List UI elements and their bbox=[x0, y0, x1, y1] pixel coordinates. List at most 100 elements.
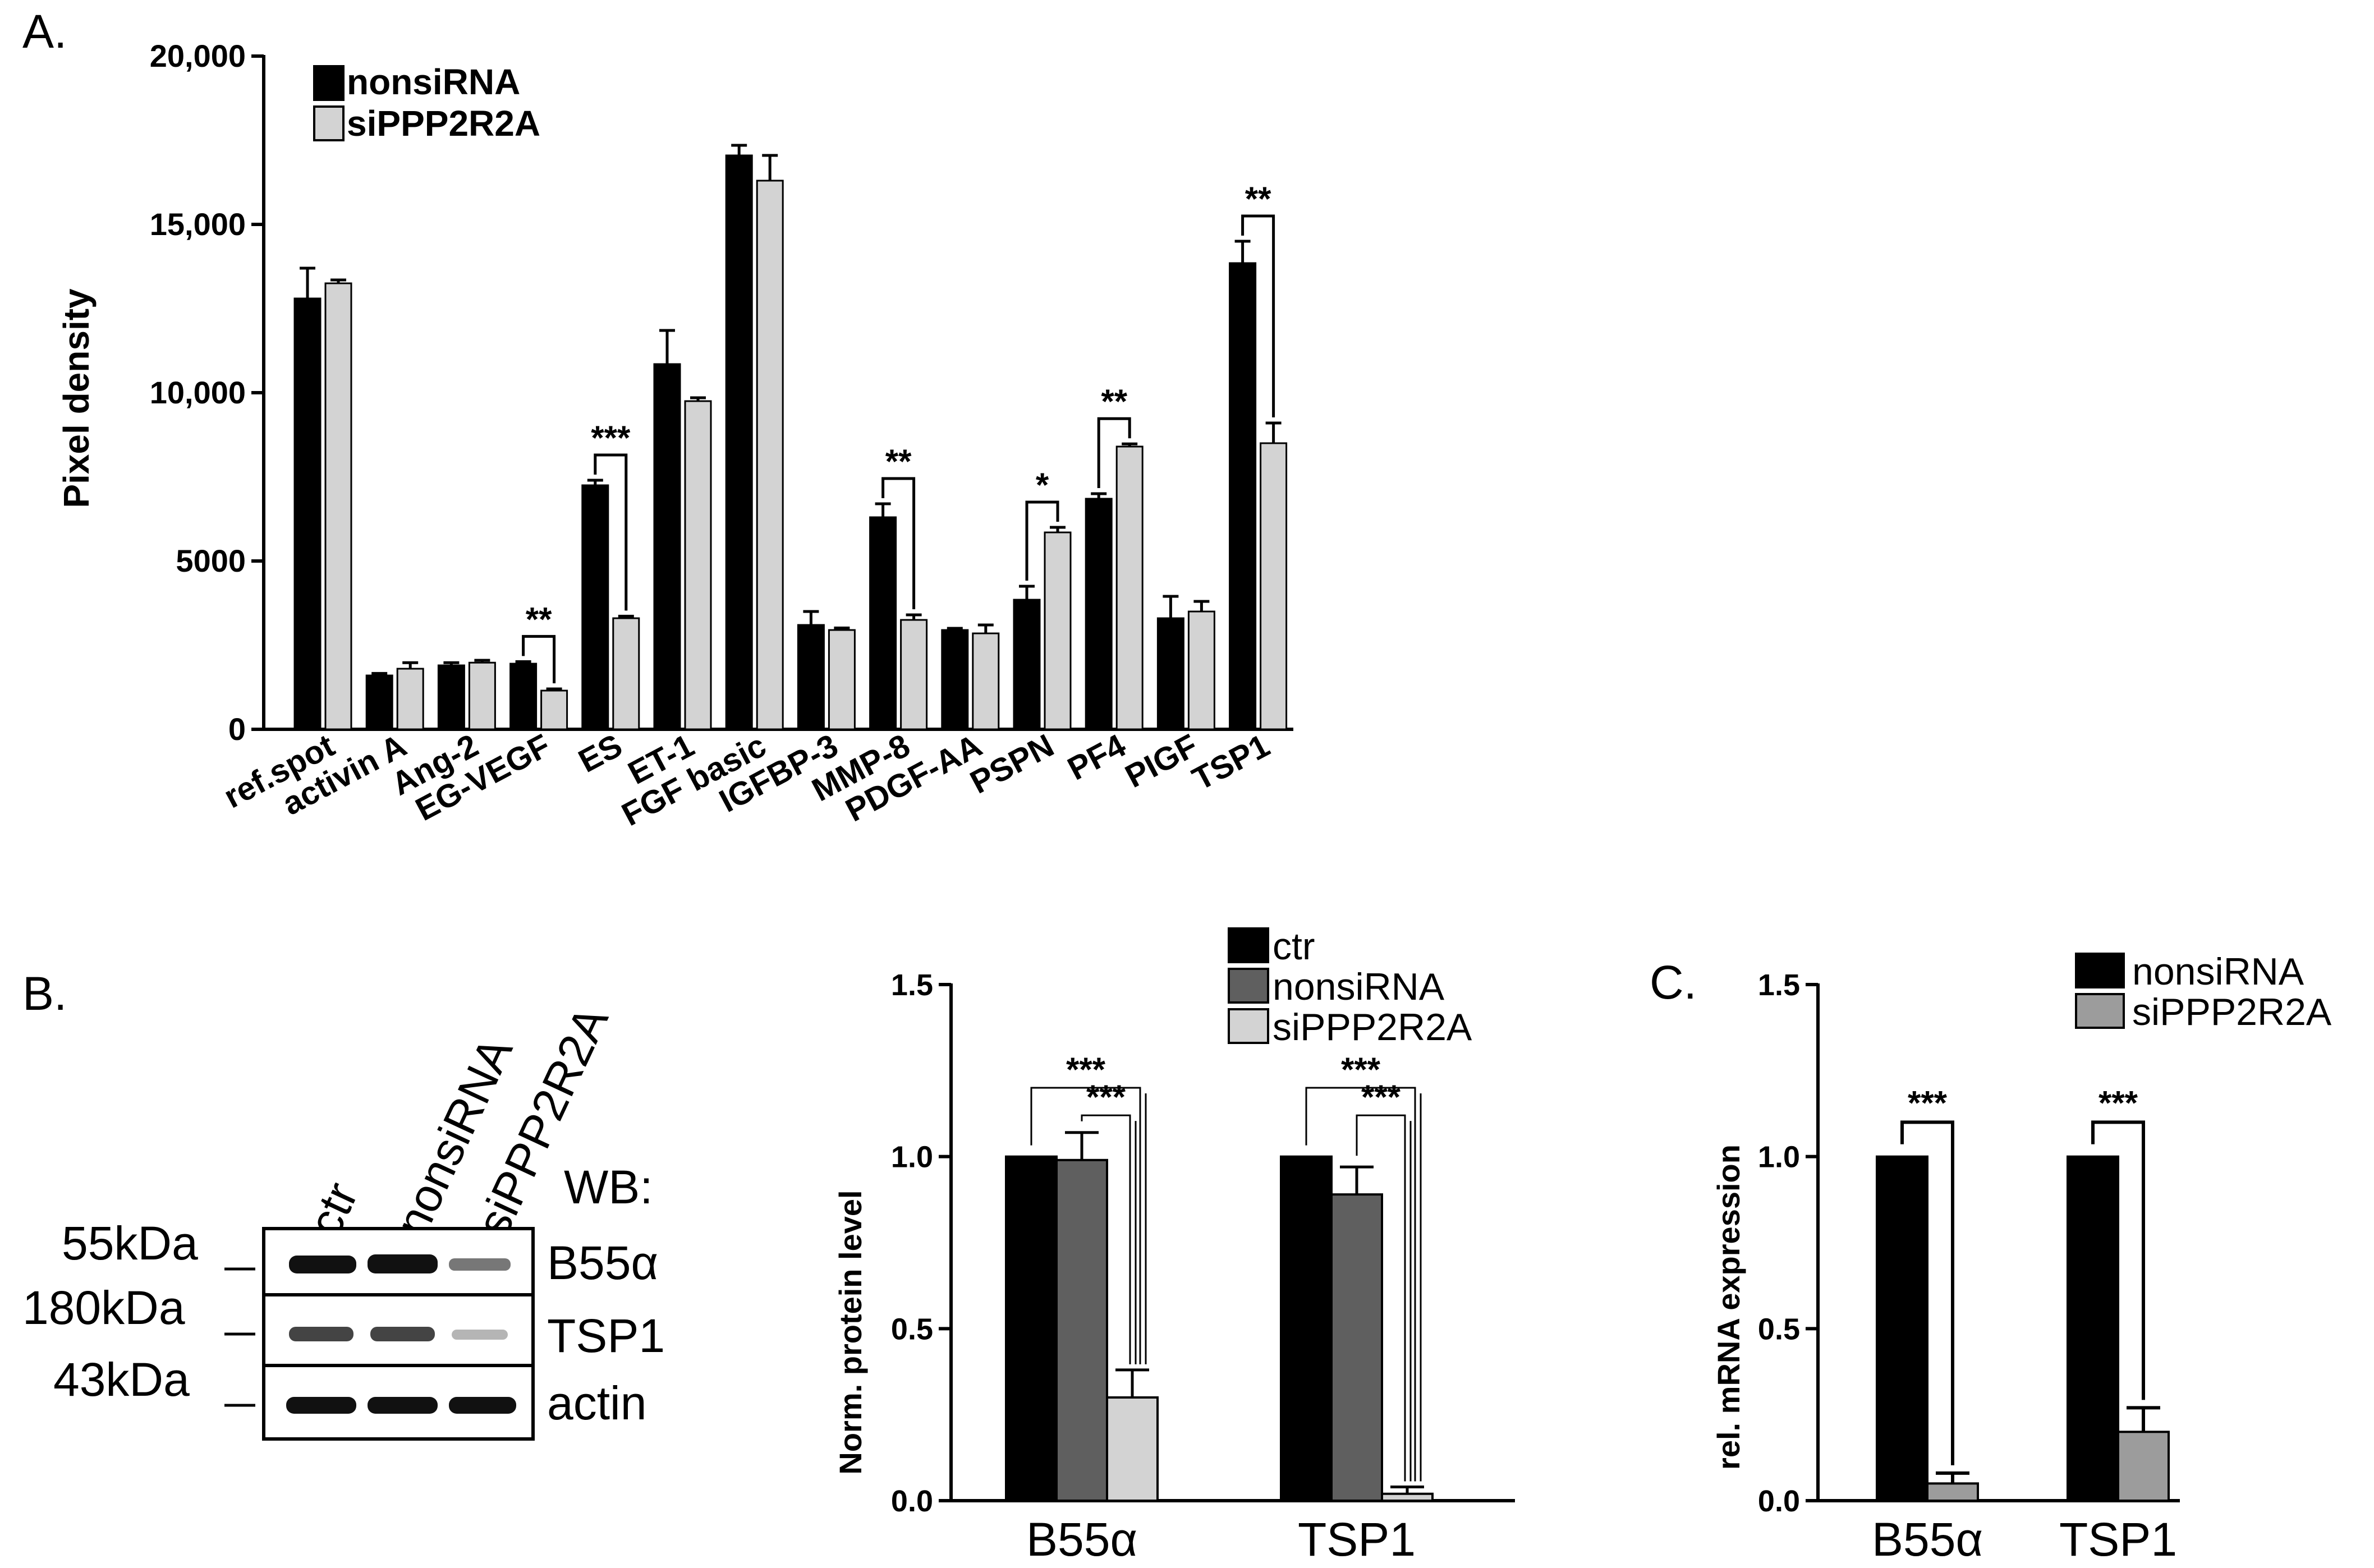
bar-tsp1-nonsirna bbox=[1229, 262, 1257, 730]
western-blot: ctr nonsiRNA siPPP2R2A WB: 55kDa 180kDa … bbox=[22, 999, 665, 1441]
bar-activin-a-nonsirna bbox=[365, 674, 393, 730]
legend-label-sippp2r2a: siPPP2R2A bbox=[1273, 1006, 1472, 1049]
y-tick-label: 0.0 bbox=[1758, 1484, 1800, 1518]
panel-label-b: B. bbox=[22, 967, 67, 1020]
chart-a-legend: nonsiRNA siPPP2R2A bbox=[313, 62, 540, 144]
y-tick-label: 5000 bbox=[176, 543, 246, 578]
legend-label-sippp2r2a: siPPP2R2A bbox=[2132, 991, 2332, 1033]
bar-ref-spot-nonsirna bbox=[293, 297, 322, 730]
wb-band-b55a-nonsirna bbox=[368, 1254, 438, 1273]
y-tick-label: 1.5 bbox=[891, 968, 933, 1002]
significance-bracket-mmp-8 bbox=[881, 477, 916, 609]
bar-tsp1-ctr bbox=[1280, 1155, 1333, 1502]
bar-tsp1-nonsirna bbox=[1330, 1193, 1383, 1502]
legend-label-nonsirna: nonsiRNA bbox=[1273, 965, 1445, 1008]
y-tick-label: 20,000 bbox=[150, 38, 246, 73]
bar-b55-ctr bbox=[1005, 1155, 1058, 1502]
significance-label-tsp1-nonsirna-sippp2r2a: *** bbox=[1361, 1078, 1401, 1116]
wb-band-tsp1-nonsirna bbox=[370, 1327, 435, 1341]
significance-label-b55-ctr-sippp2r2a: *** bbox=[1066, 1051, 1106, 1088]
bar-pf4-nonsirna bbox=[1085, 498, 1113, 730]
y-tick-label: 0.5 bbox=[891, 1312, 933, 1346]
y-tick-label: 0 bbox=[228, 711, 246, 747]
bar-et-1-nonsirna bbox=[653, 363, 681, 730]
chart-c: rel. mRNA expression nonsiRNA siPPP2R2A … bbox=[1711, 950, 2332, 1566]
chart-c-ylabel: rel. mRNA expression bbox=[1711, 1144, 1746, 1470]
bar-fgf-basic-nonsirna bbox=[725, 154, 753, 730]
significance-bracket-b55-ctr-sippp2r2a bbox=[1030, 1087, 1141, 1364]
bar-fgf-basic-sippp2r2a bbox=[756, 180, 784, 730]
y-tick-label: 1.5 bbox=[1758, 968, 1800, 1002]
x-category-label-tsp1: TSP1 bbox=[1298, 1513, 1416, 1566]
legend-swatch-ctr bbox=[1228, 927, 1269, 963]
legend-swatch-nonsirna bbox=[1228, 968, 1269, 1004]
bar-activin-a-sippp2r2a bbox=[396, 668, 424, 730]
bar-pf4-sippp2r2a bbox=[1115, 445, 1144, 730]
wb-band-actin-ctr bbox=[286, 1397, 356, 1414]
wb-marker-55kda: 55kDa bbox=[62, 1217, 198, 1270]
significance-bracket-b55 bbox=[1900, 1120, 1954, 1465]
bar-b55-nonsirna bbox=[1055, 1158, 1108, 1502]
wb-band-tsp1-sippp2r2a bbox=[452, 1330, 508, 1340]
bar-pdgf-aa-nonsirna bbox=[941, 629, 969, 730]
wb-protein-b55a: B55α bbox=[547, 1236, 658, 1289]
chart-a-ylabel: Pixel density bbox=[56, 288, 97, 508]
bar-tsp1-sippp2r2a bbox=[1260, 442, 1288, 730]
bar-tsp1-sippp2r2a bbox=[1381, 1492, 1434, 1502]
wb-marker-43kda: 43kDa bbox=[53, 1353, 190, 1406]
significance-bracket-tsp1 bbox=[1241, 214, 1275, 417]
wb-band-b55a-sippp2r2a bbox=[449, 1258, 511, 1271]
chart-b-ylabel: Norm. protein level bbox=[833, 1190, 868, 1474]
significance-label-eg-vegf: ** bbox=[526, 600, 552, 638]
y-tick-label: 1.0 bbox=[1758, 1141, 1800, 1174]
wb-band-actin-nonsirna bbox=[368, 1397, 438, 1414]
bar-pdgf-aa-sippp2r2a bbox=[972, 632, 1000, 730]
bar-tsp1-nonsirna bbox=[2067, 1155, 2119, 1502]
bar-pspn-nonsirna bbox=[1013, 599, 1041, 730]
bar-igfbp-3-sippp2r2a bbox=[828, 629, 856, 730]
bar-pigf-nonsirna bbox=[1156, 617, 1184, 730]
y-tick-label: 0.5 bbox=[1758, 1312, 1800, 1346]
legend-label-ctr: ctr bbox=[1273, 925, 1315, 968]
legend-swatch-nonsirna bbox=[2075, 953, 2125, 988]
significance-label-b55-nonsirna-sippp2r2a: *** bbox=[1086, 1078, 1126, 1116]
bar-ang-2-nonsirna bbox=[437, 664, 465, 730]
bar-mmp-8-sippp2r2a bbox=[900, 619, 928, 730]
bar-eg-vegf-nonsirna bbox=[509, 663, 538, 730]
y-tick-label: 0.0 bbox=[891, 1484, 933, 1518]
y-tick-label: 1.0 bbox=[891, 1141, 933, 1174]
legend-label-sippp2r2a: siPPP2R2A bbox=[347, 103, 540, 144]
wb-band-tsp1-ctr bbox=[289, 1327, 353, 1341]
chart-a: Pixel density nonsiRNA siPPP2R2A 0 5000 10… bbox=[56, 38, 1293, 833]
significance-label-pspn: * bbox=[1036, 466, 1049, 504]
chart-c-legend: nonsiRNA siPPP2R2A bbox=[2075, 950, 2332, 1033]
significance-label-mmp-8: ** bbox=[885, 443, 912, 480]
bar-b55-nonsirna bbox=[1876, 1155, 1928, 1502]
chart-b: Norm. protein level ctr nonsiRNA siPPP2R… bbox=[833, 925, 1515, 1566]
significance-label-tsp1: *** bbox=[2099, 1084, 2138, 1121]
x-category-label-pspn: PSPN bbox=[965, 727, 1060, 801]
wb-band-actin-sippp2r2a bbox=[449, 1397, 516, 1414]
y-tick-label: 15,000 bbox=[150, 206, 246, 242]
significance-bracket-pf4 bbox=[1097, 417, 1131, 488]
significance-label-es: *** bbox=[591, 419, 631, 457]
significance-bracket-tsp1-nonsirna-sippp2r2a bbox=[1356, 1114, 1406, 1482]
x-category-label-tsp1: TSP1 bbox=[1187, 727, 1276, 797]
bar-b55-sippp2r2a bbox=[1106, 1396, 1159, 1502]
legend-label-nonsirna: nonsiRNA bbox=[347, 62, 520, 102]
bar-igfbp-3-nonsirna bbox=[797, 624, 825, 730]
legend-swatch-sippp2r2a bbox=[1228, 1008, 1269, 1044]
bar-et-1-sippp2r2a bbox=[684, 400, 712, 730]
bar-mmp-8-nonsirna bbox=[869, 516, 897, 730]
y-tick-label: 10,000 bbox=[150, 375, 246, 410]
x-category-label-tsp1: TSP1 bbox=[2059, 1513, 2177, 1566]
x-category-label-b55: B55α bbox=[1026, 1513, 1137, 1566]
significance-label-b55: *** bbox=[1908, 1084, 1948, 1121]
significance-bracket-es bbox=[594, 453, 628, 611]
panel-label-a: A. bbox=[22, 5, 67, 58]
significance-label-tsp1: ** bbox=[1245, 180, 1271, 218]
bar-es-nonsirna bbox=[581, 484, 609, 730]
bar-es-sippp2r2a bbox=[612, 617, 640, 730]
chart-b-legend: ctr nonsiRNA siPPP2R2A bbox=[1228, 925, 1472, 1049]
